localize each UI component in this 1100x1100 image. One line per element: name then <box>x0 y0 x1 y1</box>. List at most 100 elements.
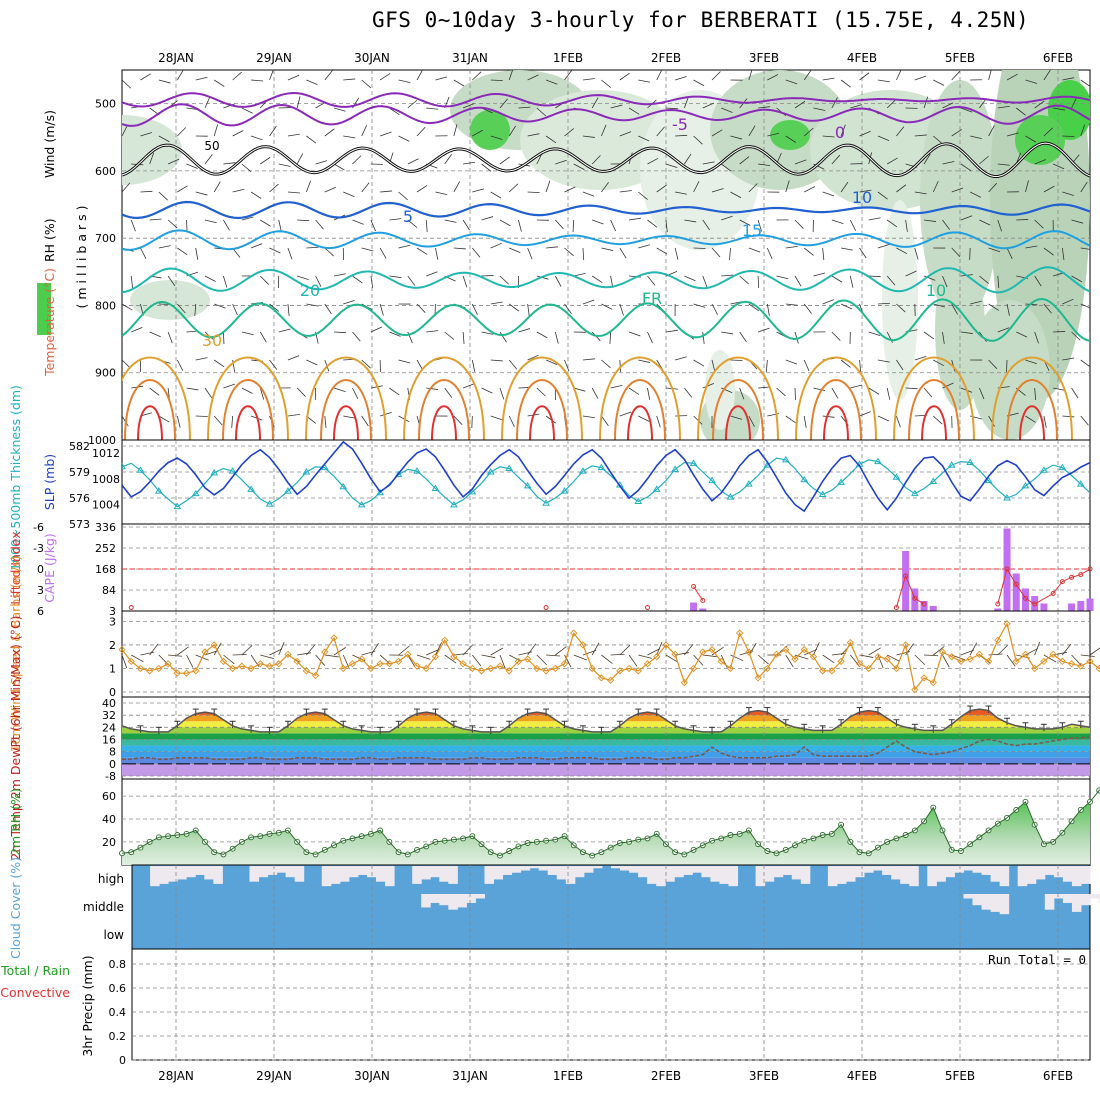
thickness-tick-label: 579 <box>69 466 90 479</box>
warm-contour <box>614 379 666 440</box>
wind-barb <box>508 415 515 427</box>
wind-barb <box>859 72 870 81</box>
wind-barb <box>721 163 732 172</box>
slp-tick-label: 1008 <box>92 473 120 486</box>
wind-barb <box>297 219 310 222</box>
wind-barb <box>176 359 184 371</box>
label-precip: 3hr Precip (mm) <box>80 955 95 1056</box>
wind-barb <box>508 183 519 193</box>
wind-barb <box>656 184 667 193</box>
wind-barb <box>426 271 438 277</box>
temperature-contour <box>122 297 1090 342</box>
cloud-gap <box>800 866 811 884</box>
temperature-contour <box>122 200 1090 220</box>
date-label-top: 31JAN <box>452 51 488 65</box>
wind-barb <box>850 384 863 389</box>
wind-barb <box>416 185 428 193</box>
wind-barb <box>278 163 291 167</box>
wind-barb <box>619 411 632 417</box>
cloud-gap <box>972 894 983 906</box>
wind-barb <box>951 129 962 137</box>
wind-barb <box>352 387 359 399</box>
wind10m-point <box>763 664 771 673</box>
wind-barb <box>527 247 533 260</box>
cloud-gap <box>583 866 594 873</box>
wind-barb <box>250 243 263 249</box>
wind-barb <box>158 79 171 84</box>
wind10m-point <box>450 653 458 661</box>
cloud-gap <box>168 866 178 882</box>
wind-barb <box>711 129 723 137</box>
wind-barb <box>241 216 254 221</box>
wind-barb <box>306 180 312 193</box>
wind-barb <box>647 387 651 400</box>
wind-barb <box>656 415 661 428</box>
wind-barb <box>398 135 410 142</box>
wind-barb <box>730 415 743 420</box>
wind-barb <box>757 327 770 333</box>
wind-barb <box>997 105 1010 109</box>
wind-barb <box>167 158 180 165</box>
date-label-top: 1FEB <box>553 51 583 65</box>
wind10m-barb <box>849 654 860 667</box>
thickness-marker <box>1040 466 1048 473</box>
cloud-gap <box>836 866 847 884</box>
wind10m-barb <box>315 654 326 666</box>
wind-barb <box>149 152 155 165</box>
wind10m-barb <box>711 646 724 656</box>
cloud-gap <box>249 866 260 882</box>
contour-label: 10 <box>926 281 946 300</box>
thickness-marker <box>892 473 901 480</box>
wind-barb <box>564 186 576 193</box>
wind-barb <box>988 125 995 137</box>
temperature-band <box>122 757 1090 764</box>
wind-barb <box>1025 415 1036 423</box>
warm-contour <box>712 379 764 440</box>
wind-barb <box>988 182 998 193</box>
thickness-marker <box>745 480 753 487</box>
wind-barb <box>462 103 475 109</box>
wind-barb <box>518 328 531 333</box>
wind10m-point <box>708 646 716 654</box>
wind-barb <box>1089 220 1090 221</box>
wind-barb <box>269 125 277 137</box>
wind-barb <box>527 191 540 193</box>
warm-contour <box>516 379 568 440</box>
wind-barb <box>250 135 263 141</box>
wind10m-point <box>597 674 606 682</box>
cloud-gap <box>891 866 901 880</box>
wind-barb <box>665 163 678 169</box>
wind-barb <box>711 71 721 81</box>
minmax-bars <box>137 705 1084 735</box>
label-wind: Wind (m/s) <box>42 110 57 178</box>
wind10m-barb <box>960 649 975 656</box>
wind-barb <box>647 331 653 344</box>
wind-barb <box>932 180 939 193</box>
wind-barb <box>933 79 945 86</box>
wind-barb <box>739 331 747 343</box>
wind-barb <box>601 124 607 137</box>
wind-barb <box>204 331 215 341</box>
wind-barb <box>324 415 327 428</box>
wind-barb <box>167 275 176 287</box>
wind10m-barb <box>168 654 183 657</box>
wind-barb <box>204 219 217 224</box>
wind-barb <box>352 331 361 342</box>
wind10m-barb <box>269 648 283 656</box>
wind-barb <box>758 106 771 109</box>
wind-barb <box>343 415 356 419</box>
lifted-index-point <box>1078 572 1084 578</box>
cloud-gap <box>204 866 214 880</box>
thickness-marker <box>320 463 329 471</box>
lifted-index-point <box>1032 601 1038 607</box>
date-label-top: 28JAN <box>158 51 194 65</box>
wind-barb <box>711 303 718 315</box>
wind10m-barb <box>527 643 537 656</box>
cloud-gap <box>457 894 467 908</box>
wind-barb <box>1043 70 1051 81</box>
wind10m-point <box>653 653 661 661</box>
cloud-gap <box>556 866 567 880</box>
wind-barb <box>886 219 898 228</box>
wind-barb <box>527 354 539 361</box>
wind-barb <box>407 219 418 228</box>
